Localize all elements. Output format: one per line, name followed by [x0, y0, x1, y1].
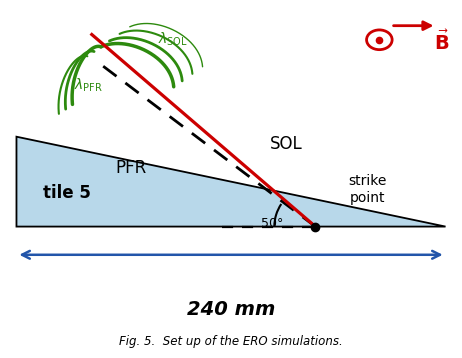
Text: strike
point: strike point — [349, 174, 387, 205]
Text: Fig. 5.  Set up of the ERO simulations.: Fig. 5. Set up of the ERO simulations. — [119, 335, 343, 348]
Text: $\vec{\mathbf{B}}$: $\vec{\mathbf{B}}$ — [434, 29, 450, 54]
Text: $\lambda_\mathrm{PFR}$: $\lambda_\mathrm{PFR}$ — [73, 77, 103, 94]
Text: $\lambda_\mathrm{SOL}$: $\lambda_\mathrm{SOL}$ — [158, 31, 188, 48]
Text: tile 5: tile 5 — [43, 184, 91, 202]
Polygon shape — [17, 137, 445, 227]
Text: 240 mm: 240 mm — [187, 300, 275, 319]
Text: SOL: SOL — [269, 135, 302, 153]
Text: 50°: 50° — [261, 217, 283, 229]
Text: PFR: PFR — [115, 159, 146, 178]
